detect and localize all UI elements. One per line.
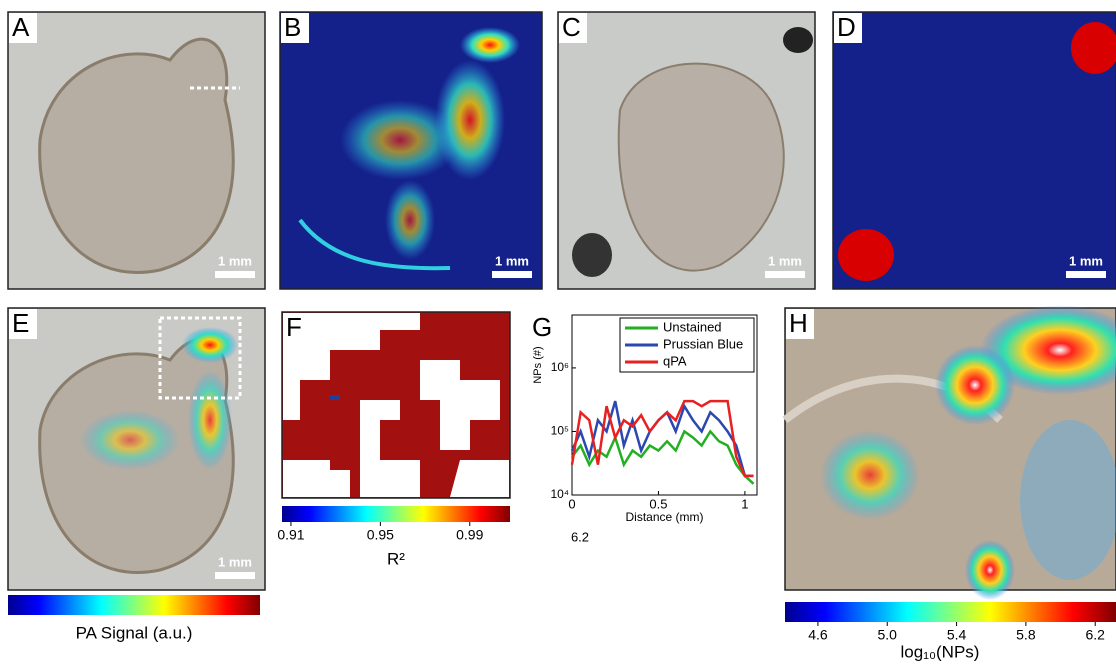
panel-h (785, 305, 1116, 600)
panel-f (282, 312, 510, 498)
scale-bar (215, 271, 255, 278)
panel-label: H (789, 308, 808, 338)
panel-c (558, 12, 815, 289)
r2-colorbar (282, 506, 510, 522)
note: 6.2 (571, 529, 589, 544)
scale-bar-label: 1 mm (218, 554, 252, 569)
r2-colorbar-label: R² (387, 549, 405, 568)
panel-b (280, 12, 542, 289)
panel-label: G (532, 312, 552, 342)
scale-bar (1066, 271, 1106, 278)
panel-label: E (12, 308, 29, 338)
colorbar-tick-label: 6.2 (1085, 627, 1105, 643)
panel-label: A (12, 12, 30, 42)
y-tick-label: 10⁶ (551, 360, 569, 374)
y-axis-label: NPs (#) (532, 346, 544, 383)
x-tick-label: 1 (741, 496, 748, 511)
y-tick-label: 10⁵ (551, 424, 569, 438)
legend-label: Prussian Blue (663, 336, 743, 351)
pa-colorbar (8, 595, 260, 615)
x-axis-label: Distance (mm) (625, 510, 703, 524)
panel-label: F (286, 312, 302, 342)
panel-label: B (284, 12, 301, 42)
legend-label: qPA (663, 353, 687, 368)
scale-bar-label: 1 mm (768, 253, 802, 268)
panel-d (833, 12, 1116, 289)
y-tick-label: 10⁴ (550, 487, 569, 501)
legend-label: Unstained (663, 319, 722, 334)
figure: PA Signal (a.u.) R² log₁₀(NPs) A 1 mm B 1 m… (0, 0, 1116, 665)
x-tick-label: 0 (568, 496, 575, 511)
panel-a (8, 12, 265, 289)
colorbar-tick-label: 5.8 (1016, 627, 1036, 643)
nps-colorbar (785, 602, 1116, 622)
scale-bar-label: 1 mm (495, 253, 529, 268)
nps-colorbar-label: log₁₀(NPs) (901, 642, 980, 661)
scale-bar-label: 1 mm (1069, 253, 1103, 268)
pa-colorbar-label: PA Signal (a.u.) (76, 623, 193, 642)
colorbar-tick-label: 0.95 (367, 527, 394, 543)
scale-bar-label: 1 mm (218, 253, 252, 268)
scale-bar (215, 572, 255, 579)
panel-label: C (562, 12, 581, 42)
colorbar-tick-label: 5.4 (947, 627, 967, 643)
panel-label: D (837, 12, 856, 42)
colorbar-tick-label: 0.99 (456, 527, 483, 543)
scale-bar (765, 271, 805, 278)
panel-e (8, 308, 265, 590)
colorbar-tick-label: 0.91 (277, 527, 304, 543)
scale-bar (492, 271, 532, 278)
colorbar-tick-label: 4.6 (808, 627, 828, 643)
colorbar-tick-label: 5.0 (878, 627, 898, 643)
